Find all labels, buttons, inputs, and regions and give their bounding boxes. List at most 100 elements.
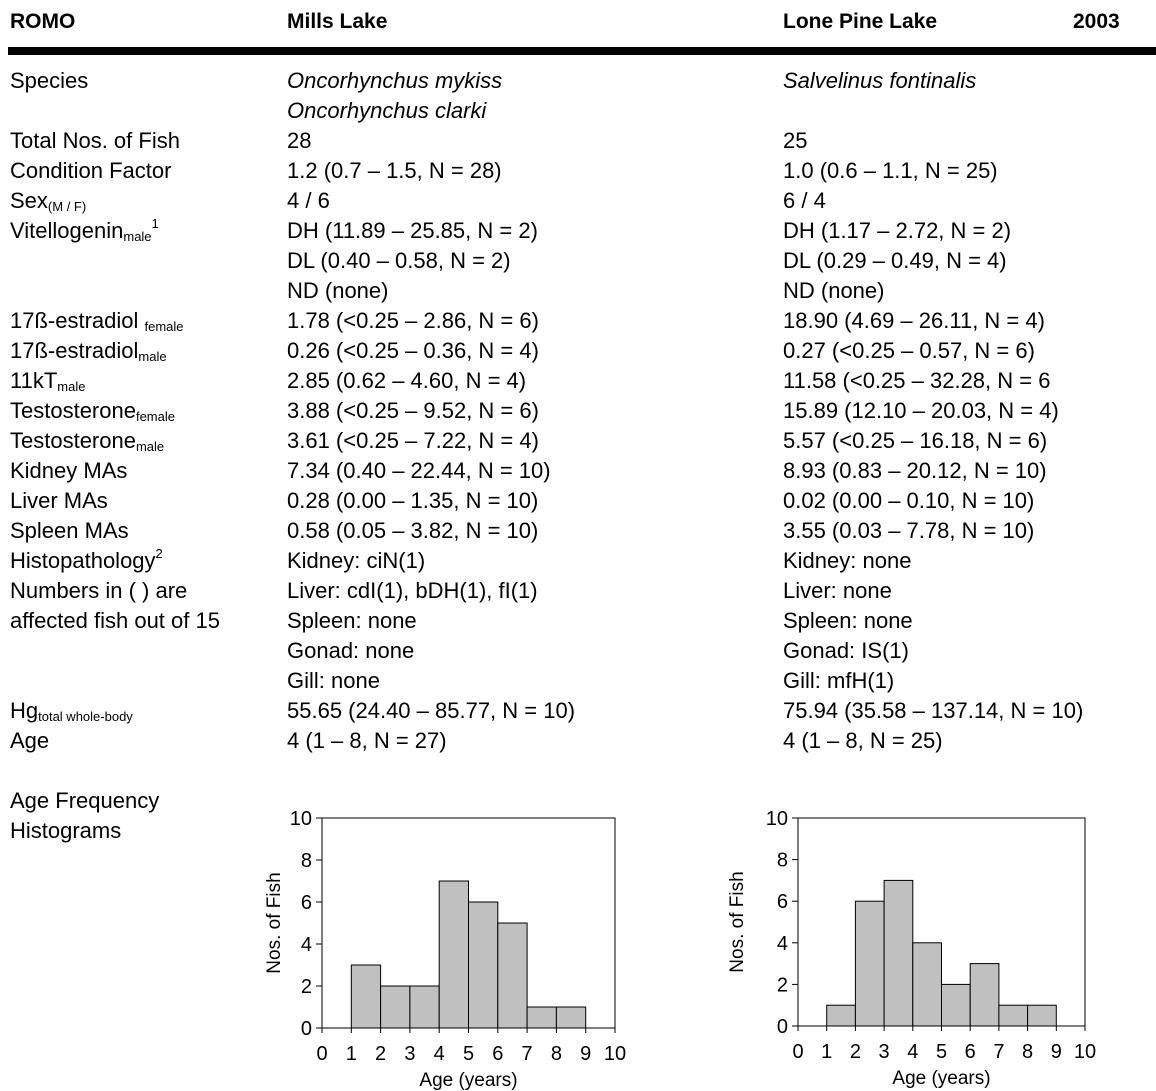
histogram-bar bbox=[969, 963, 1000, 1027]
testosterone-male-label: Testosteronemale bbox=[10, 428, 165, 454]
lake2-histo-spleen: Spleen: none bbox=[783, 608, 913, 633]
age-frequency-label-1: Age Frequency bbox=[10, 788, 160, 813]
testosterone-female-label: Testosteronefemale bbox=[10, 398, 175, 424]
histogram-bar bbox=[1027, 1004, 1057, 1027]
y-tick-label: 2 bbox=[777, 974, 788, 996]
lake2-name: Lone Pine Lake bbox=[783, 10, 938, 33]
y-tick-label: 6 bbox=[777, 891, 788, 913]
histopathology-note-2: affected fish out of 15 bbox=[10, 608, 220, 633]
y-axis-title: Nos. of Fish bbox=[264, 872, 285, 973]
lake1-testosterone-male: 3.61 (<0.25 – 7.22, N = 4) bbox=[287, 428, 539, 453]
histogram-bar bbox=[912, 942, 943, 1027]
histogram-bar bbox=[826, 1004, 856, 1027]
y-tick-label: 8 bbox=[301, 850, 312, 872]
hg-label: Hgtotal whole-body bbox=[10, 698, 133, 724]
park-code: ROMO bbox=[10, 10, 76, 33]
lake2-hg: 75.94 (35.58 – 137.14, N = 10) bbox=[783, 698, 1084, 723]
histogram-bar bbox=[350, 964, 382, 1029]
x-tick-label: 0 bbox=[316, 1043, 327, 1065]
y-tick-label: 10 bbox=[290, 808, 312, 830]
lake1-total: 28 bbox=[287, 128, 312, 153]
lake1-testosterone-female: 3.88 (<0.25 – 9.52, N = 6) bbox=[287, 398, 539, 423]
y-tick-label: 2 bbox=[301, 976, 312, 998]
lake2-liver-mas: 0.02 (0.00 – 0.10, N = 10) bbox=[783, 488, 1035, 513]
lake1-histo-gill: Gill: none bbox=[287, 668, 380, 693]
lake2-species-1: Salvelinus fontinalis bbox=[783, 68, 977, 93]
x-axis-title: Age (years) bbox=[419, 1070, 517, 1091]
lake1-species-2: Oncorhynchus clarki bbox=[287, 98, 487, 123]
lake1-age: 4 (1 – 8, N = 27) bbox=[287, 728, 447, 753]
x-tick-label: 5 bbox=[463, 1043, 474, 1065]
lake1-species-1: Oncorhynchus mykiss bbox=[287, 68, 503, 93]
lake2-total: 25 bbox=[783, 128, 808, 153]
lake2-sex: 6 / 4 bbox=[783, 188, 826, 213]
histogram-bar bbox=[526, 1006, 557, 1029]
lake2-condition: 1.0 (0.6 – 1.1, N = 25) bbox=[783, 158, 998, 183]
lake1-vtg-dh: DH (11.89 – 25.85, N = 2) bbox=[287, 218, 538, 243]
y-tick-label: 4 bbox=[777, 933, 788, 955]
x-tick-label: 3 bbox=[879, 1041, 890, 1063]
x-tick-label: 6 bbox=[965, 1041, 976, 1063]
lake1-vtg-dl: DL (0.40 – 0.58, N = 2) bbox=[287, 248, 511, 273]
lake1-name: Mills Lake bbox=[287, 10, 388, 33]
histogram-bar bbox=[380, 985, 411, 1029]
estradiol-female-label: 17ß-estradiol female bbox=[10, 308, 184, 334]
lake2-11kt: 11.58 (<0.25 – 32.28, N = 6 bbox=[783, 368, 1051, 393]
x-tick-label: 7 bbox=[993, 1041, 1004, 1063]
histogram-bar bbox=[468, 901, 499, 1029]
histogram-bar bbox=[555, 1006, 587, 1029]
lake1-sex: 4 / 6 bbox=[287, 188, 330, 213]
lake2-kidney-mas: 8.93 (0.83 – 20.12, N = 10) bbox=[783, 458, 1047, 483]
x-tick-label: 4 bbox=[434, 1043, 445, 1065]
lake2-histo-gonad: Gonad: IS(1) bbox=[783, 638, 909, 663]
lake2-estradiol-female: 18.90 (4.69 – 26.11, N = 4) bbox=[783, 308, 1045, 333]
kidney-mas-label: Kidney MAs bbox=[10, 458, 128, 483]
lake2-age: 4 (1 – 8, N = 25) bbox=[783, 728, 943, 753]
y-tick-label: 0 bbox=[301, 1018, 312, 1040]
spleen-mas-label: Spleen MAs bbox=[10, 518, 129, 543]
histogram-bar bbox=[998, 1004, 1029, 1027]
lake2-estradiol-male: 0.27 (<0.25 – 0.57, N = 6) bbox=[783, 338, 1035, 363]
lake1-condition: 1.2 (0.7 – 1.5, N = 28) bbox=[287, 158, 502, 183]
x-tick-label: 10 bbox=[604, 1043, 626, 1065]
histopathology-note-1: Numbers in ( ) are bbox=[10, 578, 188, 603]
lake1-histo-kidney: Kidney: ciN(1) bbox=[287, 548, 426, 573]
lake2-vtg-nd: ND (none) bbox=[783, 278, 885, 303]
x-axis-title: Age (years) bbox=[892, 1068, 990, 1089]
lake1-11kt: 2.85 (0.62 – 4.60, N = 4) bbox=[287, 368, 527, 393]
x-tick-label: 0 bbox=[792, 1041, 803, 1063]
x-tick-label: 7 bbox=[522, 1043, 533, 1065]
x-tick-label: 6 bbox=[492, 1043, 503, 1065]
x-tick-label: 10 bbox=[1074, 1041, 1096, 1063]
lake2-histo-gill: Gill: mfH(1) bbox=[783, 668, 895, 693]
y-axis-title: Nos. of Fish bbox=[727, 871, 748, 972]
y-tick-label: 6 bbox=[301, 892, 312, 914]
vitellogenin-label: Vitellogeninmale1 bbox=[10, 216, 159, 244]
lake1-spleen-mas: 0.58 (0.05 – 3.82, N = 10) bbox=[287, 518, 539, 543]
lake2-testosterone-male: 5.57 (<0.25 – 16.18, N = 6) bbox=[783, 428, 1048, 453]
lake2-testosterone-female: 15.89 (12.10 – 20.03, N = 4) bbox=[783, 398, 1059, 423]
liver-mas-label: Liver MAs bbox=[10, 488, 108, 513]
x-tick-label: 8 bbox=[1022, 1041, 1033, 1063]
lake1-histo-spleen: Spleen: none bbox=[287, 608, 417, 633]
lake1-histo-liver: Liver: cdI(1), bDH(1), fI(1) bbox=[287, 578, 538, 603]
x-tick-label: 3 bbox=[404, 1043, 415, 1065]
estradiol-male-label: 17ß-estradiolmale bbox=[10, 338, 167, 364]
condition-label: Condition Factor bbox=[10, 158, 172, 183]
histogram-bar bbox=[854, 900, 885, 1027]
histogram-bar bbox=[438, 880, 469, 1029]
year: 2003 bbox=[1073, 10, 1120, 33]
x-tick-label: 5 bbox=[936, 1041, 947, 1063]
lake2-spleen-mas: 3.55 (0.03 – 7.78, N = 10) bbox=[783, 518, 1035, 543]
lake2-vtg-dh: DH (1.17 – 2.72, N = 2) bbox=[783, 218, 1012, 243]
sex-label: Sex(M / F) bbox=[10, 188, 87, 214]
species-label: Species bbox=[10, 68, 89, 93]
y-tick-label: 8 bbox=[777, 850, 788, 872]
lake2-histo-liver: Liver: none bbox=[783, 578, 892, 603]
x-tick-label: 1 bbox=[346, 1043, 357, 1065]
y-tick-label: 10 bbox=[766, 808, 788, 830]
x-tick-label: 2 bbox=[850, 1041, 861, 1063]
histogram-bar bbox=[883, 879, 914, 1027]
